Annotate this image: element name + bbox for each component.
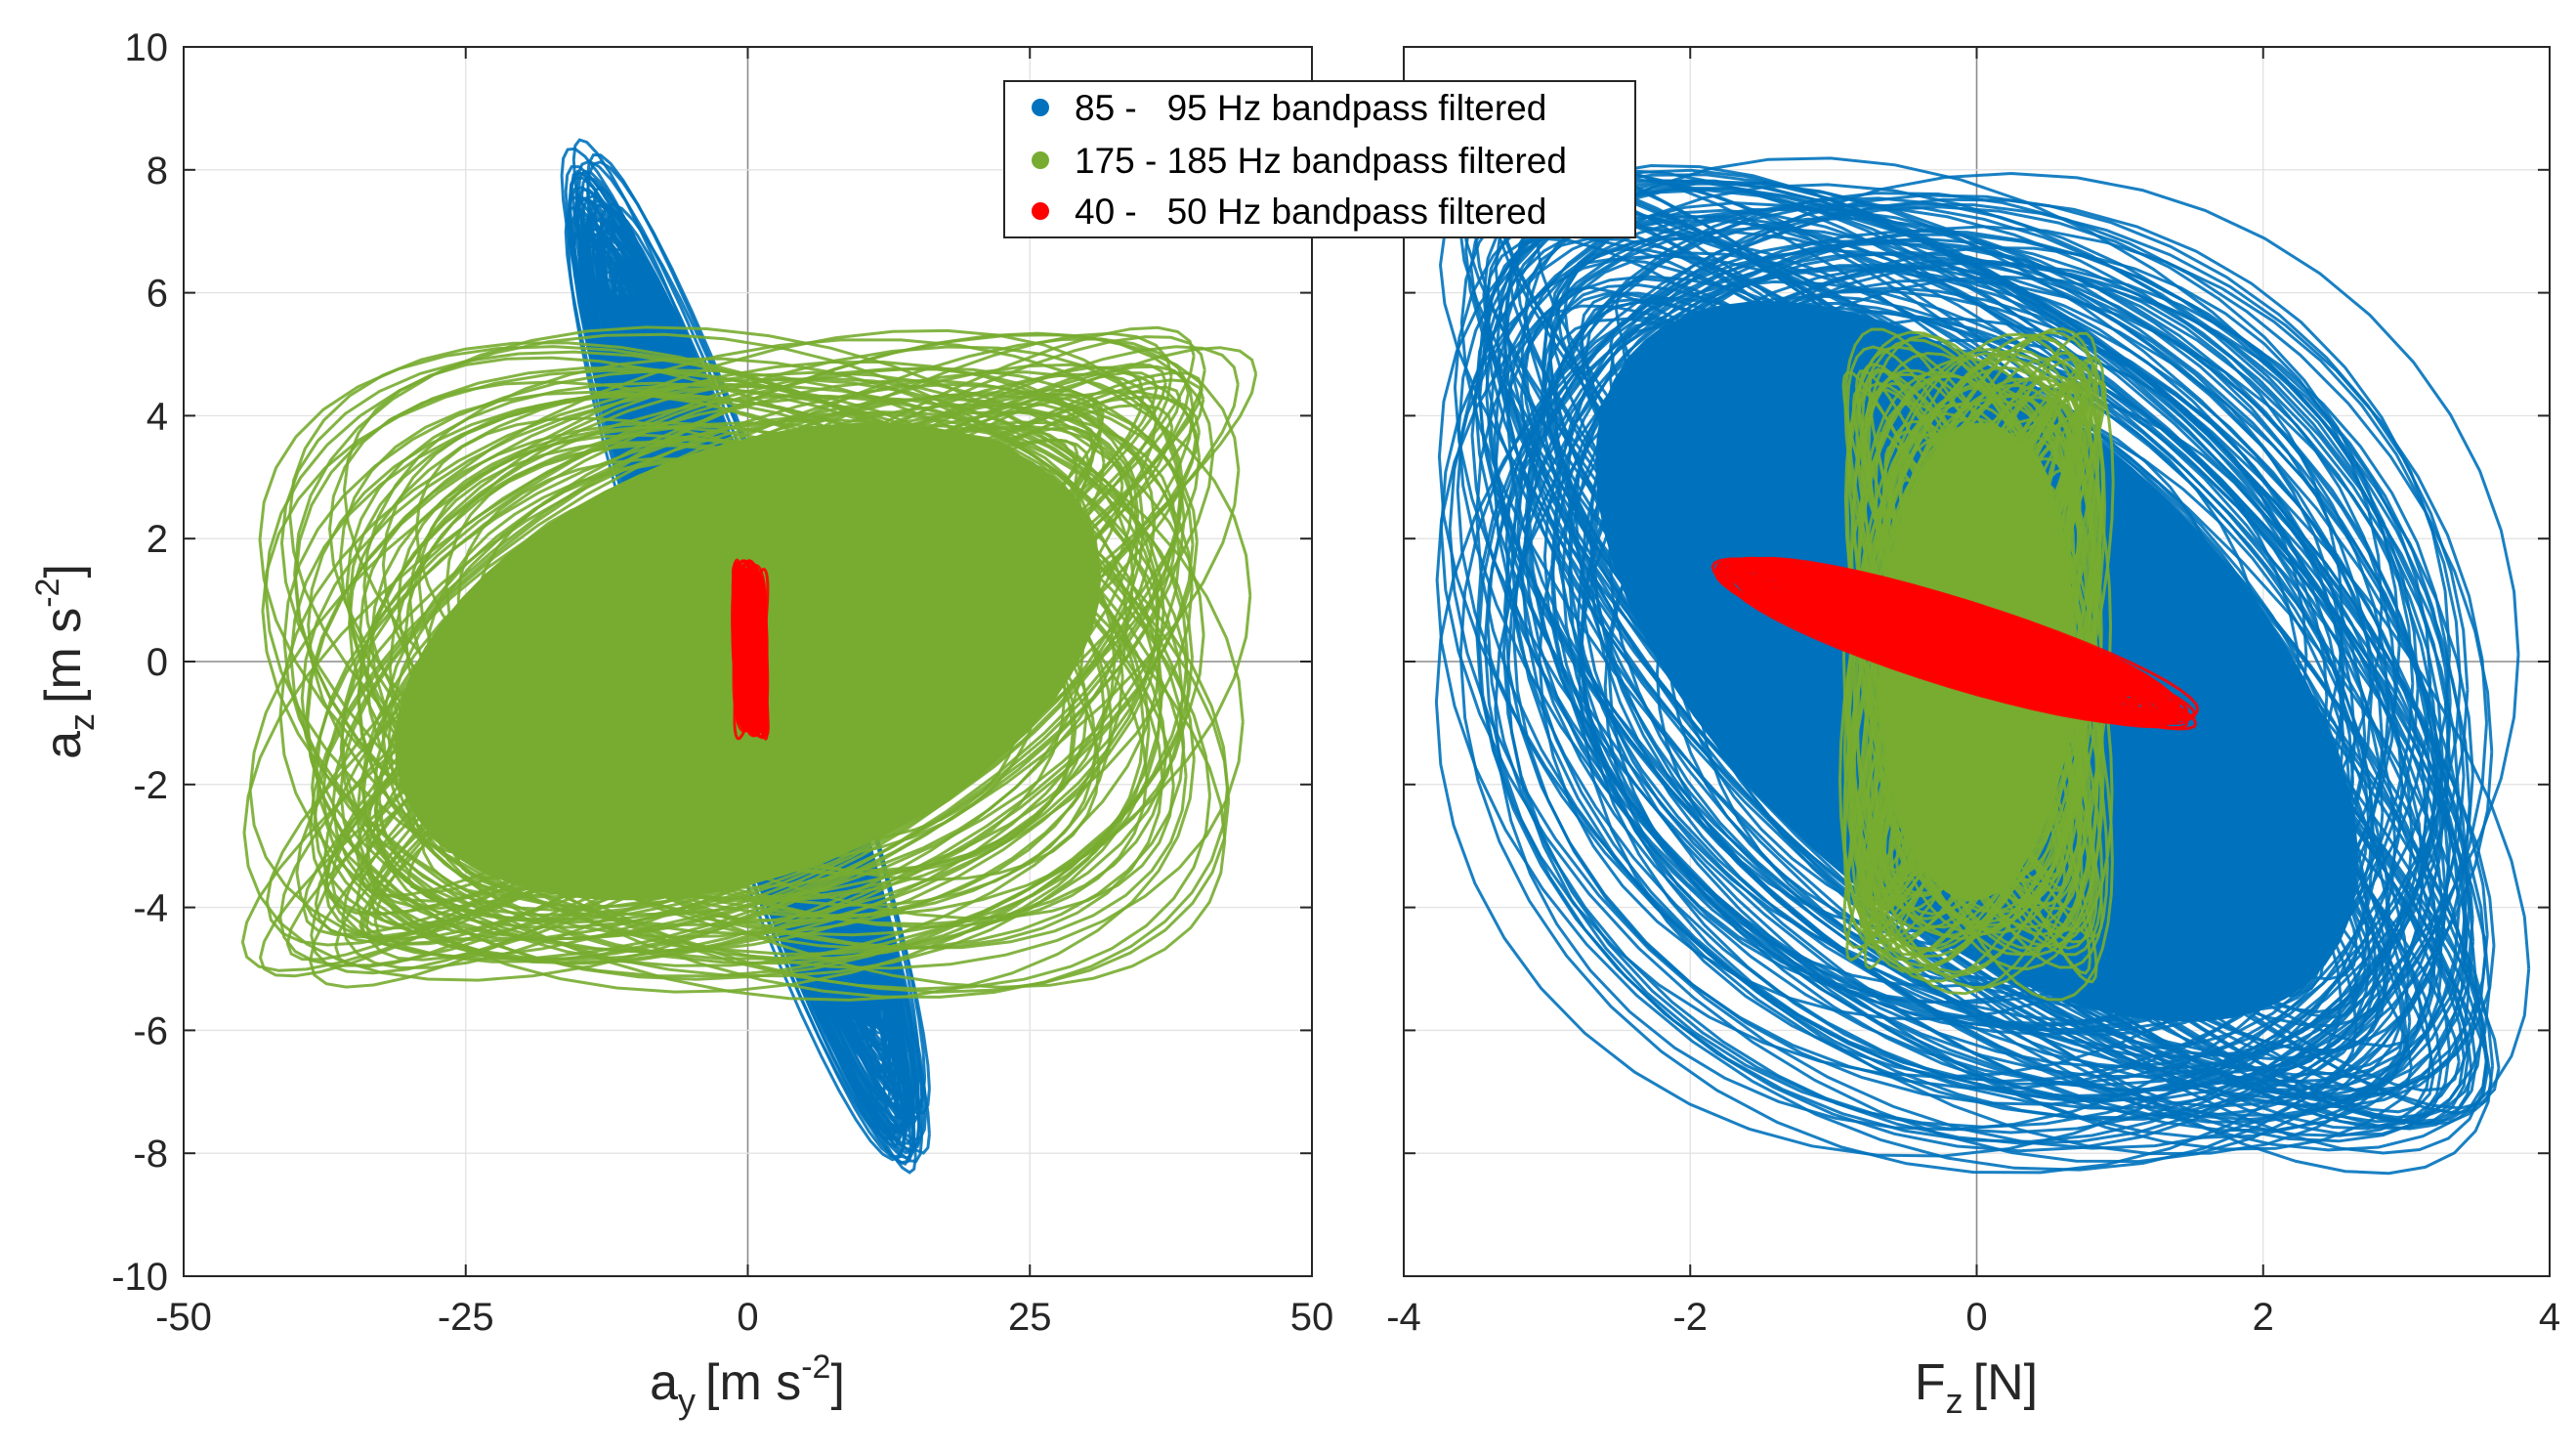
trace-loop <box>1759 574 2181 725</box>
trace-loop <box>242 345 1183 982</box>
trace-loop <box>1845 385 2090 978</box>
x-tick-label: 2 <box>2253 1296 2274 1339</box>
trace-loop <box>1470 218 2445 1139</box>
right-data-traces <box>1434 153 2531 1176</box>
trace-core <box>1785 583 2126 704</box>
trace-loop <box>732 567 768 738</box>
trace-loop <box>248 328 1182 961</box>
x-tick-label: -2 <box>1672 1296 1708 1339</box>
y-tick-label: -8 <box>133 1133 168 1176</box>
series-trace-2 <box>731 558 770 741</box>
left-axes-box <box>183 46 1313 1277</box>
y-tick-label: -2 <box>133 764 168 807</box>
trace-loop <box>373 391 1186 941</box>
x-tick-label: -25 <box>438 1296 494 1339</box>
y-tick-label: -10 <box>111 1256 168 1299</box>
y-tick-label: 0 <box>147 641 168 684</box>
legend-label-40-50: 40 - 50 Hz bandpass filtered <box>1075 192 1546 232</box>
left-x-axis-label: ay [m s-2] <box>650 1349 845 1421</box>
legend-marker-40-50 <box>1032 202 1049 220</box>
right-plot-panel: -4 -2 0 2 4 Fz [N] <box>1386 46 2560 1421</box>
y-tick-label: 4 <box>147 395 168 438</box>
trace-loop <box>1540 251 2479 1137</box>
trace-loop <box>315 367 1146 929</box>
trace-loop <box>1483 229 2452 1143</box>
trace-loop <box>1849 384 2098 983</box>
trace-loop <box>1504 279 2376 1103</box>
y-tick-label: -6 <box>133 1009 168 1052</box>
trace-loop <box>1437 182 2470 1156</box>
trace-loop <box>1434 197 2452 1158</box>
trace-loop <box>1504 163 2496 1100</box>
x-tick-label: 0 <box>1965 1296 1987 1339</box>
trace-loop <box>1496 168 2489 1107</box>
trace-loop <box>364 410 1178 961</box>
left-y-axis-label: az[m s-2] <box>29 564 102 759</box>
trace-loop <box>1493 231 2468 1151</box>
right-axes-box <box>1403 46 2551 1277</box>
x-tick-label: 25 <box>1008 1296 1052 1339</box>
x-tick-label: 4 <box>2539 1296 2560 1339</box>
trace-loop <box>309 333 1241 964</box>
x-tick-label: 0 <box>737 1296 758 1339</box>
trace-loop <box>1738 567 2158 716</box>
right-tick-labels: -4 -2 0 2 4 <box>1386 1296 2560 1339</box>
left-tick-labels: -50 -25 0 25 50 -10 -8 -6 -4 -2 0 2 4 6 8 10 <box>111 26 1333 1339</box>
y-tick-label: 2 <box>147 518 168 561</box>
right-x-axis-label: Fz [N] <box>1915 1354 2038 1421</box>
legend-label-85-95: 85 - 95 Hz bandpass filtered <box>1075 88 1546 128</box>
x-tick-label: 50 <box>1290 1296 1334 1339</box>
y-tick-label: 8 <box>147 150 168 193</box>
legend-box <box>1003 80 1636 238</box>
left-data-traces <box>240 138 1258 1175</box>
legend-marker-175-185 <box>1032 151 1049 169</box>
trace-loop <box>1588 306 2397 1071</box>
x-tick-label: -50 <box>155 1296 212 1339</box>
trace-loop <box>264 332 1185 956</box>
trace-core <box>737 584 763 714</box>
series-trace-2 <box>1710 556 2200 731</box>
y-tick-label: 10 <box>125 26 169 69</box>
trace-loop <box>293 325 1245 970</box>
y-tick-label: 6 <box>147 273 168 316</box>
y-tick-label: -4 <box>133 887 168 930</box>
trace-loop <box>1733 566 2179 726</box>
x-tick-label: -4 <box>1386 1296 1421 1339</box>
trace-loop <box>1435 203 2461 1172</box>
legend-marker-85-95 <box>1032 99 1049 116</box>
trace-loop <box>1457 180 2450 1118</box>
legend: 85 - 95 Hz bandpass filtered 175 - 185 H… <box>1003 80 1636 238</box>
trace-loop <box>311 366 1195 965</box>
legend-label-175-185: 175 - 185 Hz bandpass filtered <box>1075 141 1567 181</box>
